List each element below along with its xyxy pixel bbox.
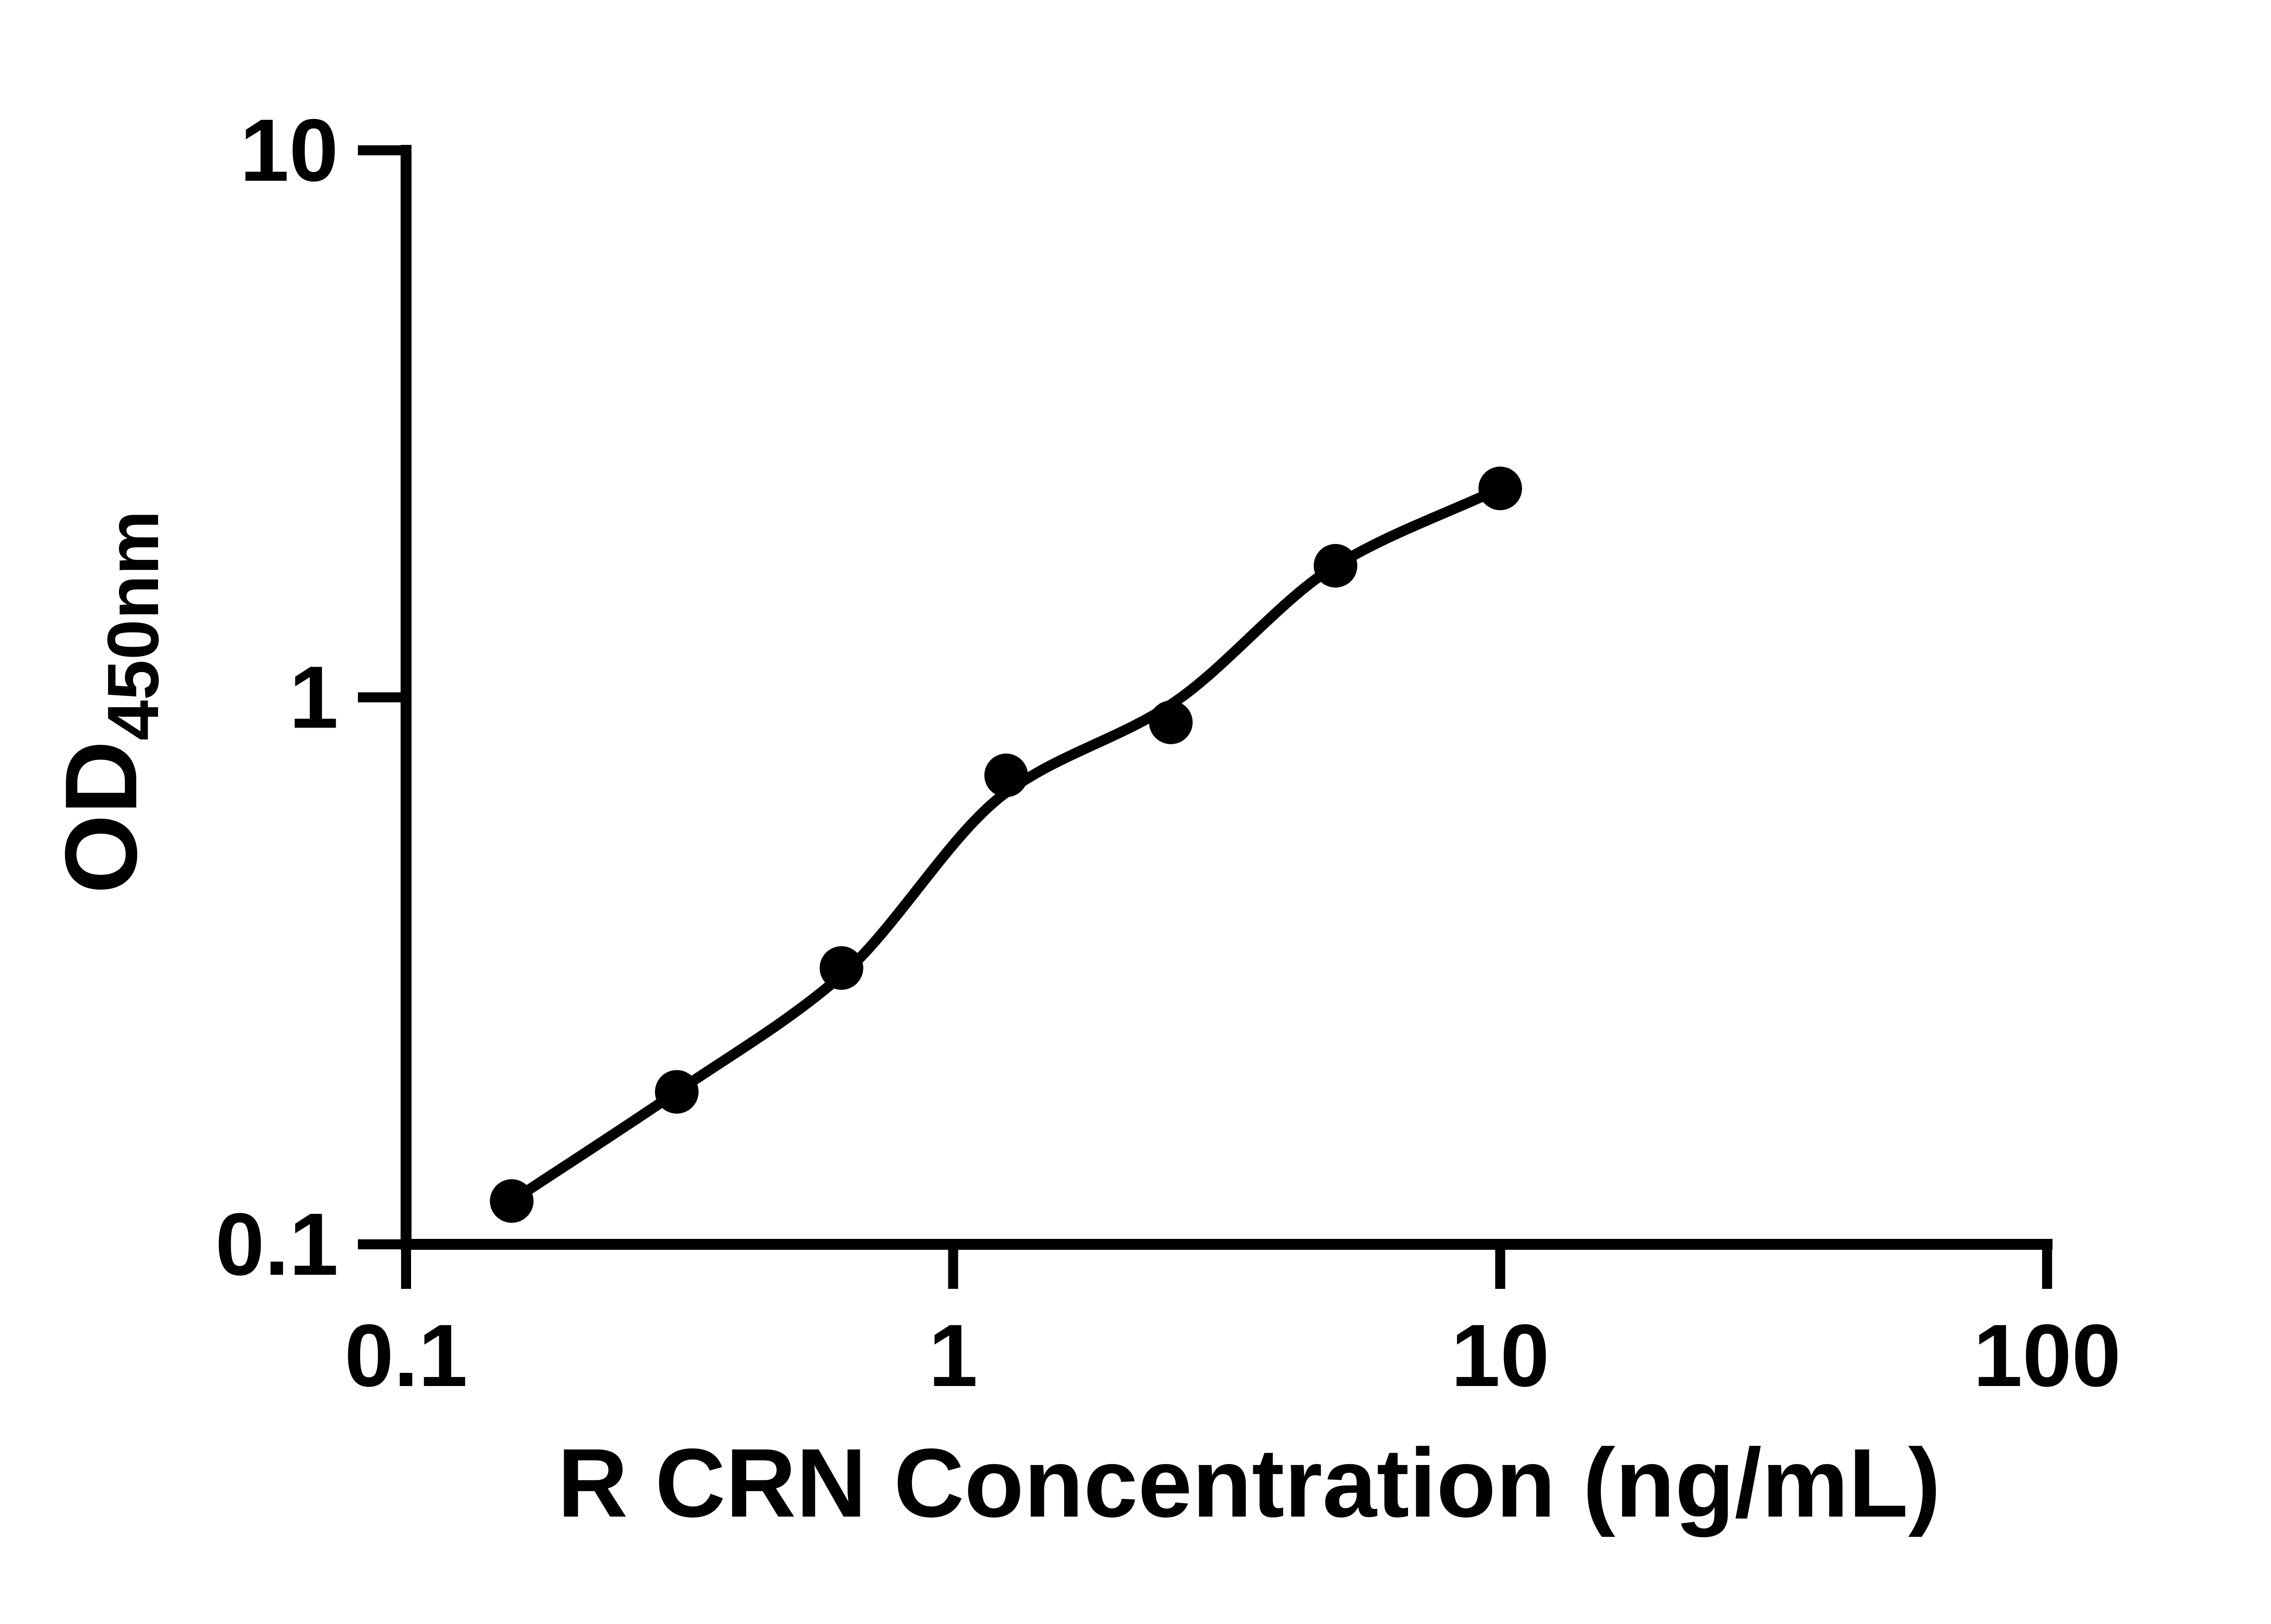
y-tick-label-1: 1: [289, 648, 338, 747]
data-point: [984, 753, 1028, 797]
data-point: [490, 1179, 534, 1223]
y-axis-title-subscript: 450nm: [92, 510, 174, 741]
data-point: [819, 946, 863, 990]
data-point: [1149, 700, 1193, 744]
x-axis-title: R CRN Concentration (ng/mL): [557, 1428, 1941, 1538]
y-axis-title-main: OD: [44, 741, 158, 894]
x-tick-label-1: 1: [928, 1306, 977, 1405]
x-tick-label-10: 10: [1451, 1306, 1550, 1405]
y-tick-label-10: 10: [240, 101, 338, 200]
y-tick-label-0.1: 0.1: [215, 1195, 338, 1294]
y-axis-title: OD450nm: [44, 510, 174, 894]
x-tick-label-100: 100: [1973, 1306, 2121, 1405]
data-point: [1314, 544, 1358, 588]
data-point: [1478, 466, 1522, 510]
data-points-group: [490, 466, 1522, 1223]
data-point: [655, 1070, 699, 1114]
x-tick-label-0.1: 0.1: [344, 1306, 467, 1405]
